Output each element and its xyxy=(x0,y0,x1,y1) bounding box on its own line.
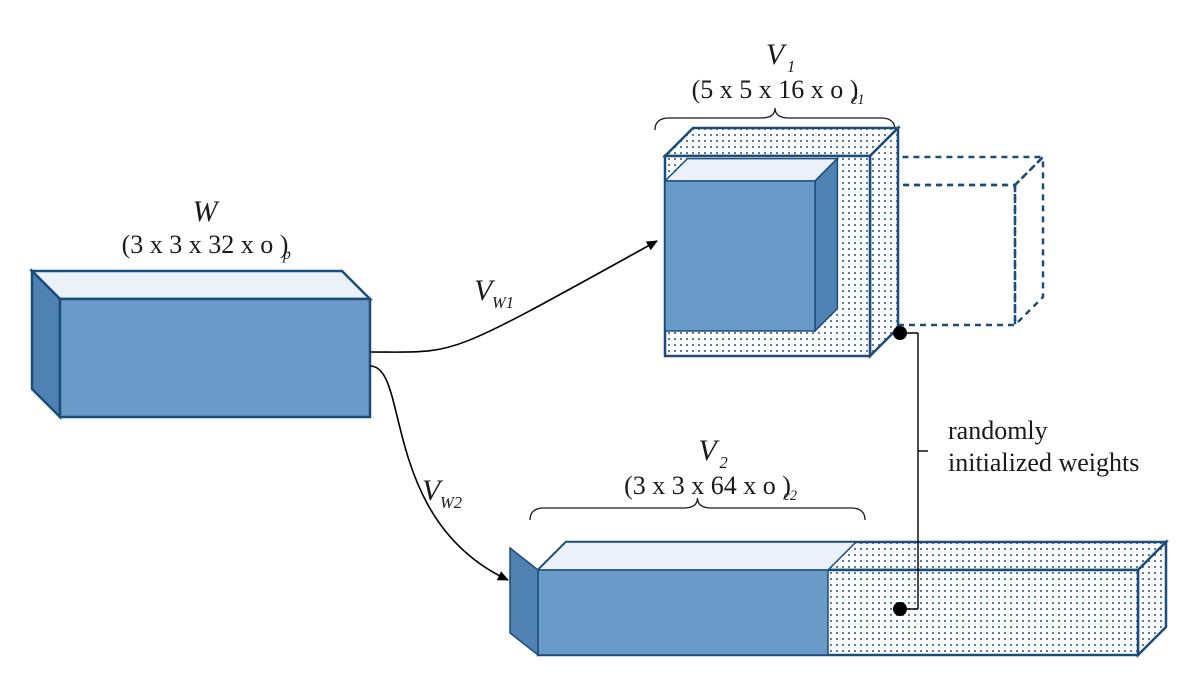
v2-brace xyxy=(530,498,865,520)
v1-brace xyxy=(655,108,895,130)
w-title: W xyxy=(193,195,221,228)
diagram-canvas: W (3 x 3 x 32 x o ) p V 1 (5 x 5 x 16 x … xyxy=(0,0,1193,689)
w-label-group: W (3 x 3 x 32 x o ) p xyxy=(122,195,291,263)
v1-title-sub: 1 xyxy=(787,57,795,76)
w-dims-sub: p xyxy=(282,246,291,263)
v1-dims-sub: c1 xyxy=(851,92,865,108)
arrow-vw1-label-sub: W1 xyxy=(492,293,514,312)
v1-label-group: V 1 (5 x 5 x 16 x o ) c1 xyxy=(692,38,865,108)
v1-inner-box xyxy=(665,159,837,331)
v2-dims: (3 x 3 x 64 x o ) xyxy=(624,471,791,500)
arrow-vw2-label-sub: W2 xyxy=(440,493,462,512)
w-box xyxy=(32,271,370,417)
arrow-w-to-v2 xyxy=(370,366,508,580)
w-dims: (3 x 3 x 32 x o ) xyxy=(122,230,289,259)
v1-title: V xyxy=(766,38,788,71)
annotation-line2: initialized weights xyxy=(948,448,1139,477)
v2-dims-sub: c2 xyxy=(784,488,798,504)
v2-title-sub: 2 xyxy=(720,453,728,472)
v2-title: V xyxy=(698,434,720,467)
v2-label-group: V 2 (3 x 3 x 64 x o ) c2 xyxy=(624,434,797,504)
annotation-line1: randomly xyxy=(948,416,1048,445)
v1-dims: (5 x 5 x 16 x o ) xyxy=(692,75,859,104)
v2-solid-box xyxy=(510,542,856,655)
